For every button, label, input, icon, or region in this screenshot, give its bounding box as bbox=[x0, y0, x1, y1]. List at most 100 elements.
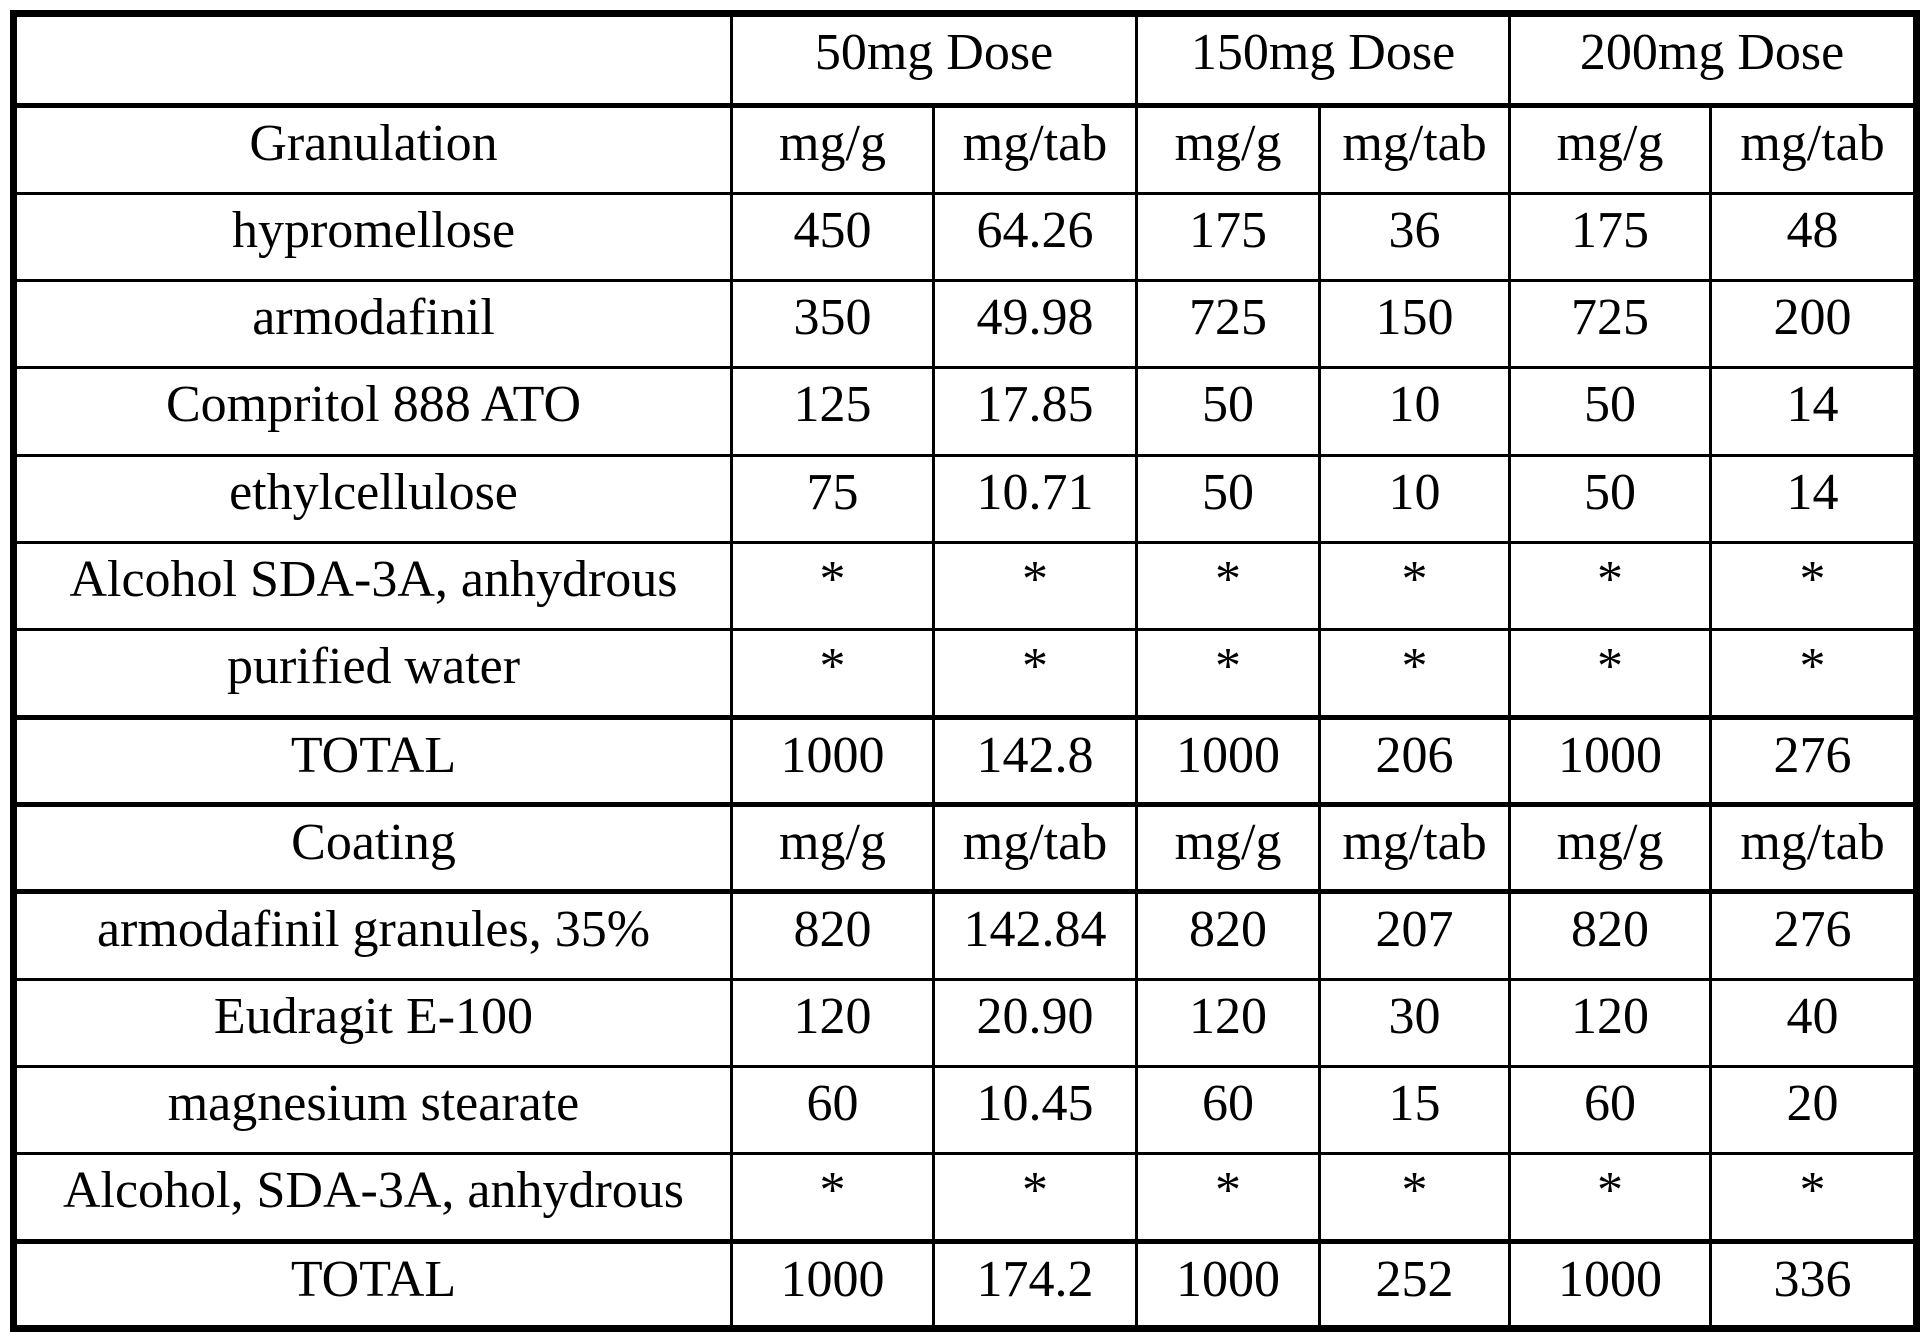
coating-header-row: Coating mg/g mg/tab mg/g mg/tab mg/g mg/… bbox=[12, 801, 1919, 894]
value-cell: 14 bbox=[1709, 453, 1919, 545]
value-cell: 50 bbox=[1508, 366, 1713, 457]
table-row-hypromellose: hypromellose 450 64.26 175 36 175 48 bbox=[12, 191, 1919, 283]
value-cell: 175 bbox=[1135, 191, 1322, 283]
value-cell: 49.98 bbox=[931, 279, 1139, 370]
value-cell: 725 bbox=[1508, 279, 1713, 370]
row-label: magnesium stearate bbox=[12, 1064, 733, 1156]
value-cell: * bbox=[1508, 541, 1713, 632]
value-cell: 276 bbox=[1709, 889, 1919, 981]
value-cell: 820 bbox=[730, 889, 935, 981]
table-row-ethylcellulose: ethylcellulose 75 10.71 50 10 50 14 bbox=[12, 453, 1919, 545]
table-row-eudragit: Eudragit E-100 120 20.90 120 30 120 40 bbox=[12, 977, 1919, 1068]
value-cell: 336 bbox=[1709, 1238, 1919, 1331]
value-cell: 820 bbox=[1508, 889, 1713, 981]
value-cell: 175 bbox=[1508, 191, 1713, 283]
value-cell: 60 bbox=[1135, 1064, 1322, 1156]
value-cell: * bbox=[931, 628, 1139, 719]
value-cell: 75 bbox=[730, 453, 935, 545]
table-row-alcohol-sda3a-coating: Alcohol, SDA-3A, anhydrous * * * * * * bbox=[12, 1152, 1919, 1243]
value-cell: 206 bbox=[1318, 714, 1512, 806]
value-cell: 252 bbox=[1318, 1238, 1512, 1331]
table-row-purified-water: purified water * * * * * * bbox=[12, 628, 1919, 719]
dose-header-row: 50mg Dose 150mg Dose 200mg Dose bbox=[12, 11, 1919, 108]
value-cell: 36 bbox=[1318, 191, 1512, 283]
dose-header-50mg: 50mg Dose bbox=[729, 11, 1139, 108]
table-row-alcohol-sda3a: Alcohol SDA-3A, anhydrous * * * * * * bbox=[12, 541, 1919, 632]
value-cell: 10 bbox=[1318, 366, 1512, 457]
formulation-table: 50mg Dose 150mg Dose 200mg Dose Granulat… bbox=[10, 10, 1921, 1332]
value-cell: 820 bbox=[1135, 889, 1322, 981]
value-cell: 276 bbox=[1709, 714, 1919, 806]
value-cell: 1000 bbox=[730, 714, 935, 806]
value-cell: 350 bbox=[730, 279, 935, 370]
value-cell: * bbox=[1318, 1152, 1512, 1243]
table-row-compritol: Compritol 888 ATO 125 17.85 50 10 50 14 bbox=[12, 366, 1919, 457]
value-cell: * bbox=[1318, 628, 1512, 719]
unit-header: mg/g bbox=[1135, 103, 1322, 195]
value-cell: 20.90 bbox=[931, 977, 1139, 1068]
value-cell: 10 bbox=[1318, 453, 1512, 545]
value-cell: 125 bbox=[730, 366, 935, 457]
dose-header-200mg: 200mg Dose bbox=[1508, 11, 1919, 108]
value-cell: 142.84 bbox=[931, 889, 1139, 981]
corner-cell bbox=[12, 11, 733, 108]
unit-header: mg/g bbox=[730, 103, 935, 195]
unit-header: mg/tab bbox=[1318, 103, 1512, 195]
value-cell: * bbox=[730, 541, 935, 632]
value-cell: 1000 bbox=[730, 1238, 935, 1331]
value-cell: 48 bbox=[1709, 191, 1919, 283]
unit-header: mg/tab bbox=[931, 103, 1139, 195]
value-cell: 120 bbox=[730, 977, 935, 1068]
value-cell: * bbox=[1318, 541, 1512, 632]
unit-header: mg/tab bbox=[1709, 103, 1919, 195]
value-cell: 1000 bbox=[1135, 1238, 1322, 1331]
value-cell: 60 bbox=[1508, 1064, 1713, 1156]
value-cell: * bbox=[1135, 628, 1322, 719]
row-label: Compritol 888 ATO bbox=[12, 366, 733, 457]
dose-header-150mg: 150mg Dose bbox=[1135, 11, 1512, 108]
value-cell: 1000 bbox=[1135, 714, 1322, 806]
value-cell: 174.2 bbox=[931, 1238, 1139, 1331]
table-row-armodafinil: armodafinil 350 49.98 725 150 725 200 bbox=[12, 279, 1919, 370]
unit-header: mg/g bbox=[1508, 103, 1713, 195]
row-label: purified water bbox=[12, 628, 733, 719]
value-cell: 50 bbox=[1508, 453, 1713, 545]
table-row-magnesium-stearate: magnesium stearate 60 10.45 60 15 60 20 bbox=[12, 1064, 1919, 1156]
value-cell: 450 bbox=[730, 191, 935, 283]
value-cell: * bbox=[1508, 628, 1713, 719]
value-cell: * bbox=[1135, 1152, 1322, 1243]
value-cell: 64.26 bbox=[931, 191, 1139, 283]
value-cell: 50 bbox=[1135, 453, 1322, 545]
row-label: TOTAL bbox=[12, 1238, 733, 1331]
value-cell: 120 bbox=[1508, 977, 1713, 1068]
value-cell: * bbox=[931, 1152, 1139, 1243]
unit-header: mg/tab bbox=[1709, 801, 1919, 894]
value-cell: 20 bbox=[1709, 1064, 1919, 1156]
row-label: armodafinil bbox=[12, 279, 733, 370]
value-cell: * bbox=[931, 541, 1139, 632]
value-cell: 15 bbox=[1318, 1064, 1512, 1156]
value-cell: * bbox=[1709, 541, 1919, 632]
value-cell: 14 bbox=[1709, 366, 1919, 457]
unit-header: mg/g bbox=[1135, 801, 1322, 894]
value-cell: * bbox=[730, 1152, 935, 1243]
value-cell: 17.85 bbox=[931, 366, 1139, 457]
value-cell: * bbox=[1709, 628, 1919, 719]
value-cell: 1000 bbox=[1508, 1238, 1713, 1331]
value-cell: 150 bbox=[1318, 279, 1512, 370]
value-cell: 40 bbox=[1709, 977, 1919, 1068]
unit-header: mg/tab bbox=[1318, 801, 1512, 894]
row-label: armodafinil granules, 35% bbox=[12, 889, 733, 981]
table-row-armodafinil-granules: armodafinil granules, 35% 820 142.84 820… bbox=[12, 889, 1919, 981]
row-label: Alcohol, SDA-3A, anhydrous bbox=[12, 1152, 733, 1243]
unit-header: mg/g bbox=[1508, 801, 1713, 894]
value-cell: 60 bbox=[730, 1064, 935, 1156]
section-header-coating: Coating bbox=[12, 801, 733, 894]
value-cell: 207 bbox=[1318, 889, 1512, 981]
unit-header: mg/g bbox=[730, 801, 935, 894]
value-cell: 30 bbox=[1318, 977, 1512, 1068]
value-cell: 50 bbox=[1135, 366, 1322, 457]
value-cell: * bbox=[1135, 541, 1322, 632]
row-label: Alcohol SDA-3A, anhydrous bbox=[12, 541, 733, 632]
